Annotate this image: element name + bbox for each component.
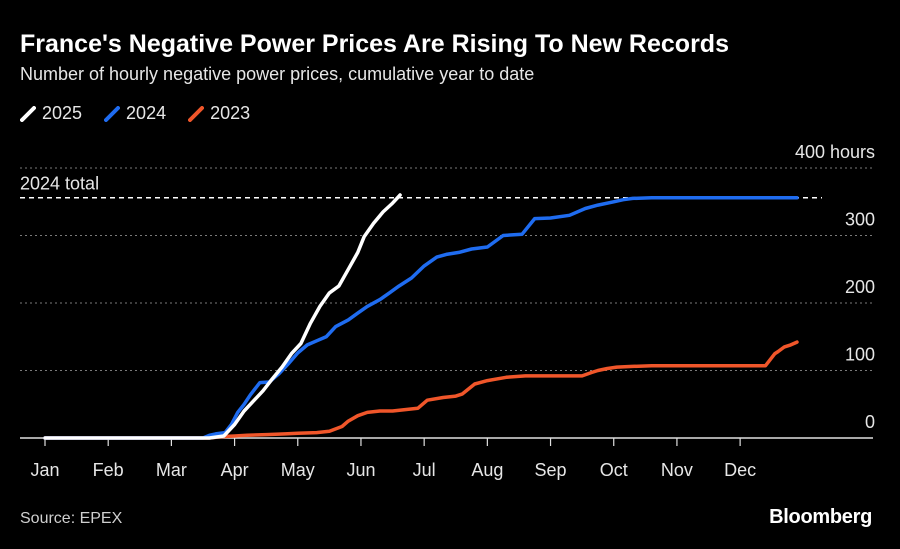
bloomberg-logo: Bloomberg xyxy=(769,506,872,528)
y-tick-label-400: 400 hours xyxy=(795,142,875,162)
x-tick-label-apr: Apr xyxy=(221,460,249,480)
series-line-2024 xyxy=(43,195,799,440)
chart-title: France's Negative Power Prices Are Risin… xyxy=(20,30,729,58)
series-line-2023 xyxy=(43,340,799,440)
x-tick-label-oct: Oct xyxy=(600,460,628,480)
legend-label-2023: 2023 xyxy=(210,103,251,123)
x-tick-label-jul: Jul xyxy=(413,460,436,480)
legend-swatch-2024 xyxy=(104,105,121,122)
x-tick-label-nov: Nov xyxy=(661,460,693,480)
y-tick-label-200: 200 xyxy=(845,277,875,297)
x-tick-label-jan: Jan xyxy=(30,460,59,480)
legend-label-2025: 2025 xyxy=(42,103,83,123)
x-tick-label-sep: Sep xyxy=(535,460,567,480)
x-tick-label-may: May xyxy=(281,460,315,480)
y-tick-label-300: 300 xyxy=(845,210,875,230)
legend-item-2024: 2024 xyxy=(104,103,166,124)
y-tick-label-0: 0 xyxy=(865,412,875,432)
legend-item-2023: 2023 xyxy=(188,103,250,124)
source-note: Source: EPEX xyxy=(20,510,123,527)
x-tick-label-dec: Dec xyxy=(724,460,756,480)
y-tick-label-100: 100 xyxy=(845,345,875,365)
x-tick-label-jun: Jun xyxy=(346,460,375,480)
legend-swatch-2023 xyxy=(188,105,205,122)
series-line-2025 xyxy=(43,193,402,440)
x-tick-label-mar: Mar xyxy=(156,460,187,480)
reference-line-label: 2024 total xyxy=(20,174,99,194)
x-tick-label-aug: Aug xyxy=(471,460,503,480)
chart-subtitle: Number of hourly negative power prices, … xyxy=(20,64,535,84)
legend-item-2025: 2025 xyxy=(20,103,82,124)
x-tick-label-feb: Feb xyxy=(93,460,124,480)
legend-swatch-2025 xyxy=(20,105,36,122)
legend-label-2024: 2024 xyxy=(126,103,167,123)
legend: 2025 2024 2023 xyxy=(20,103,250,124)
